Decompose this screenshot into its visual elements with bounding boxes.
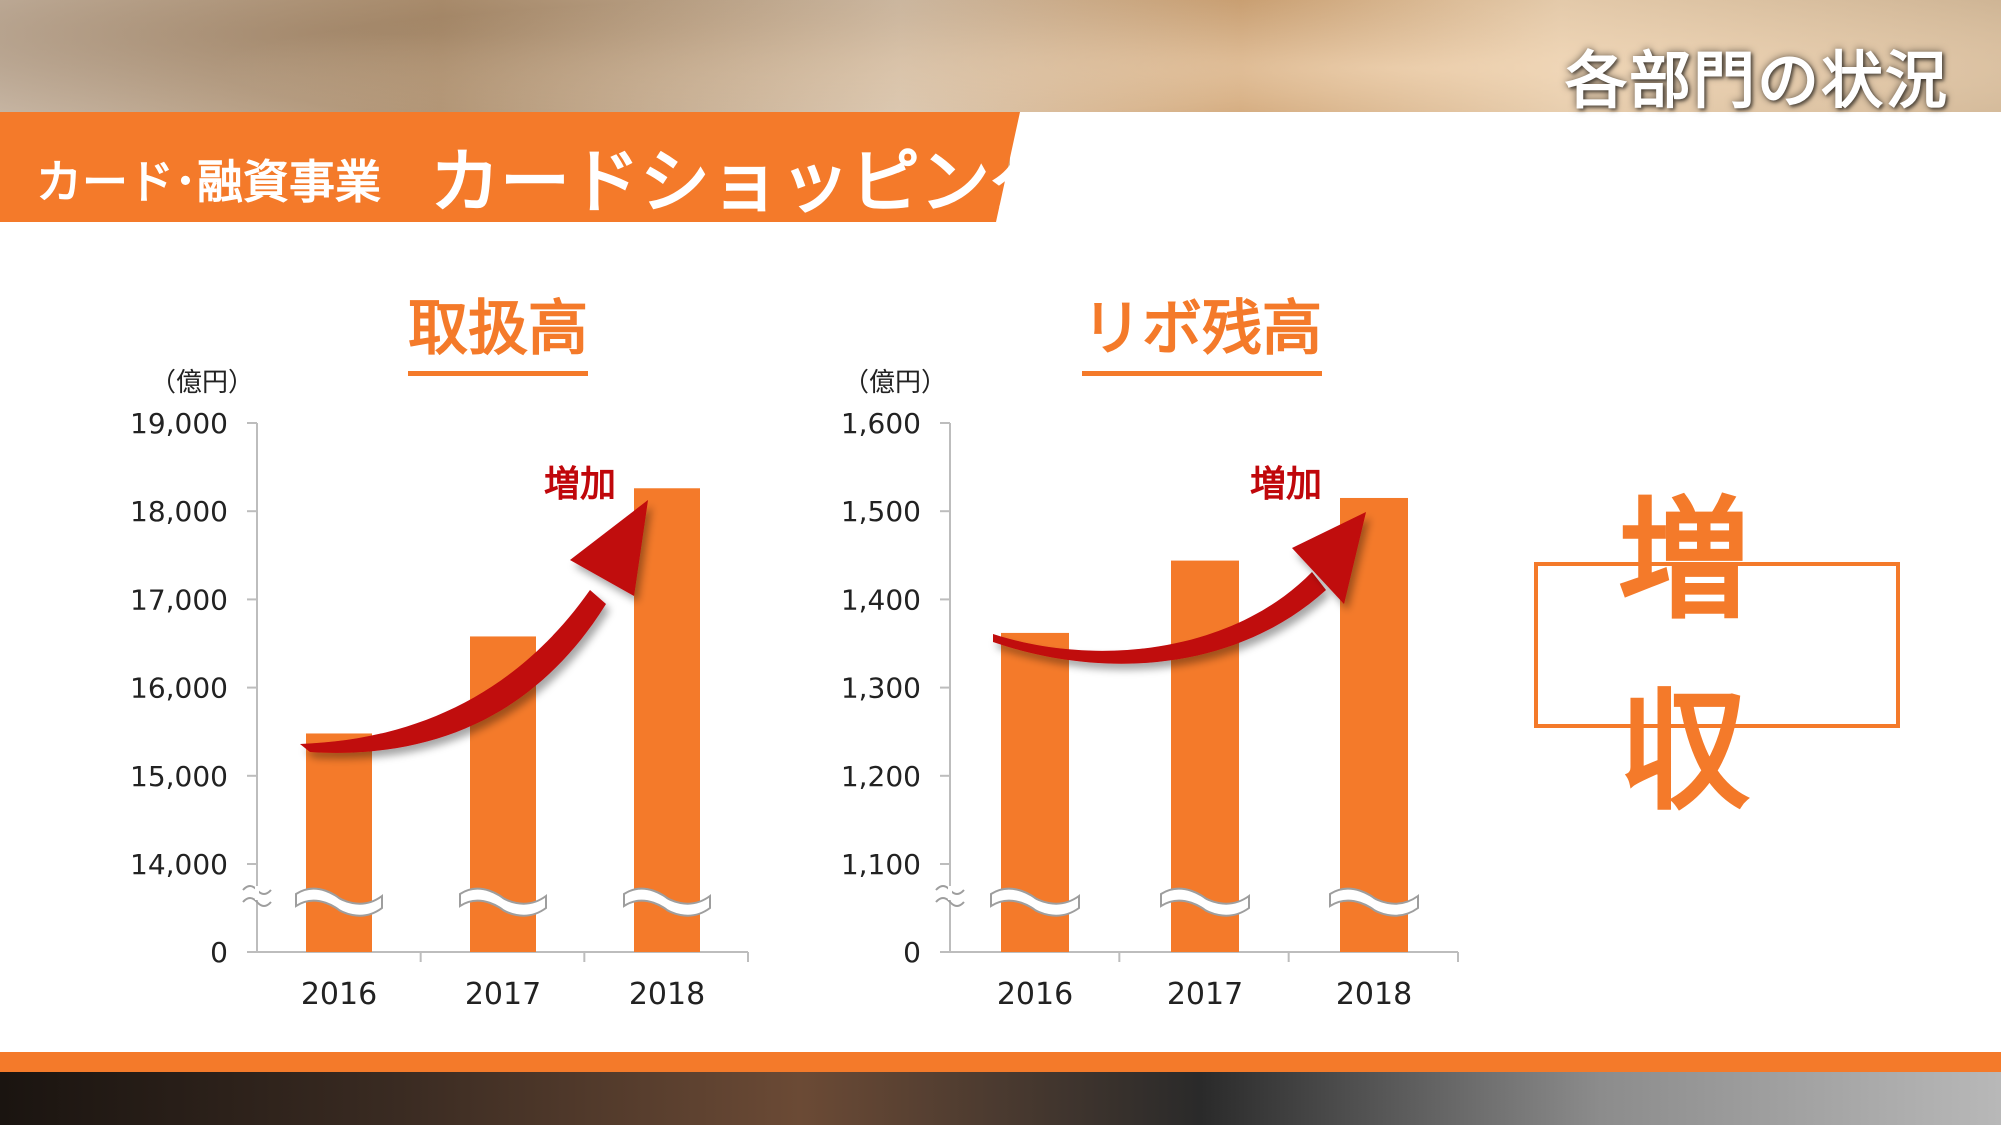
y-tick-label: 1,100: [841, 848, 921, 881]
y-tick-label: 1,600: [841, 407, 921, 440]
bar: [1171, 560, 1239, 952]
banner-title: カードショッピング: [430, 141, 1060, 223]
growth-arrow-head: [1292, 512, 1366, 604]
x-category-label: 2018: [1336, 977, 1412, 1012]
axis-break-wave: [623, 887, 711, 917]
y-tick-label: 18,000: [130, 495, 228, 528]
axis-break-wave: [1329, 887, 1419, 917]
y-tick-label: 19,000: [130, 407, 228, 440]
category-banner: [0, 112, 1020, 222]
bar: [634, 488, 700, 952]
y-tick-label: 1,300: [841, 672, 921, 705]
y-axis-gap: [255, 886, 259, 900]
revenue-increase-badge: 増収: [1534, 484, 1900, 829]
axis-break-wave: [1160, 887, 1250, 917]
x-category-label: 2017: [465, 977, 541, 1012]
y-tick-label: 16,000: [130, 672, 228, 705]
y-tick-label-zero: 0: [210, 936, 228, 969]
growth-arrow: [300, 590, 606, 753]
banner-subtitle: カード･融資事業: [36, 155, 381, 209]
growth-arrow: [993, 572, 1326, 664]
bar: [1340, 497, 1408, 952]
unit-label-volume: （億円）: [150, 368, 255, 398]
x-category-label: 2016: [997, 977, 1073, 1012]
y-tick-label-zero: 0: [903, 936, 921, 969]
chart-title-revolving: リボ残高: [1082, 280, 1322, 376]
growth-arrow-head: [570, 500, 648, 596]
content-area-notch: [1010, 112, 2001, 172]
axis-break-wave: [990, 887, 1080, 917]
unit-label-revolving: （億円）: [843, 368, 948, 398]
y-tick-label: 17,000: [130, 583, 228, 616]
chart-title-volume: 取扱高: [408, 280, 588, 376]
y-tick-label: 1,500: [841, 495, 921, 528]
axis-break-wave: [295, 887, 383, 917]
y-tick-label: 15,000: [130, 760, 228, 793]
y-tick-label: 14,000: [130, 848, 228, 881]
footer-accent-bar: [0, 1052, 2001, 1072]
y-tick-label: 1,200: [841, 760, 921, 793]
y-tick-label: 1,400: [841, 583, 921, 616]
axis-break-wave: [459, 887, 547, 917]
x-category-label: 2016: [301, 977, 377, 1012]
bar: [306, 733, 372, 952]
annotation-increase: 増加: [1250, 464, 1322, 505]
chart-volume: 14,000 15,000 16,000 17,000 18,000 19,000 0 201…: [130, 407, 749, 1012]
footer-background-photo: [0, 1072, 2001, 1125]
annotation-increase: 増加: [544, 464, 616, 505]
x-category-label: 2018: [629, 977, 705, 1012]
chart-revolving: 1,100 1,200 1,300 1,400 1,500 1,600 0 2016 2017 2…: [841, 407, 1459, 1012]
y-axis-gap: [948, 886, 952, 900]
section-title: 各部門の状況: [1564, 44, 1949, 117]
y-axis-break: [935, 897, 965, 907]
y-axis-break: [242, 897, 272, 907]
x-category-label: 2017: [1167, 977, 1243, 1012]
